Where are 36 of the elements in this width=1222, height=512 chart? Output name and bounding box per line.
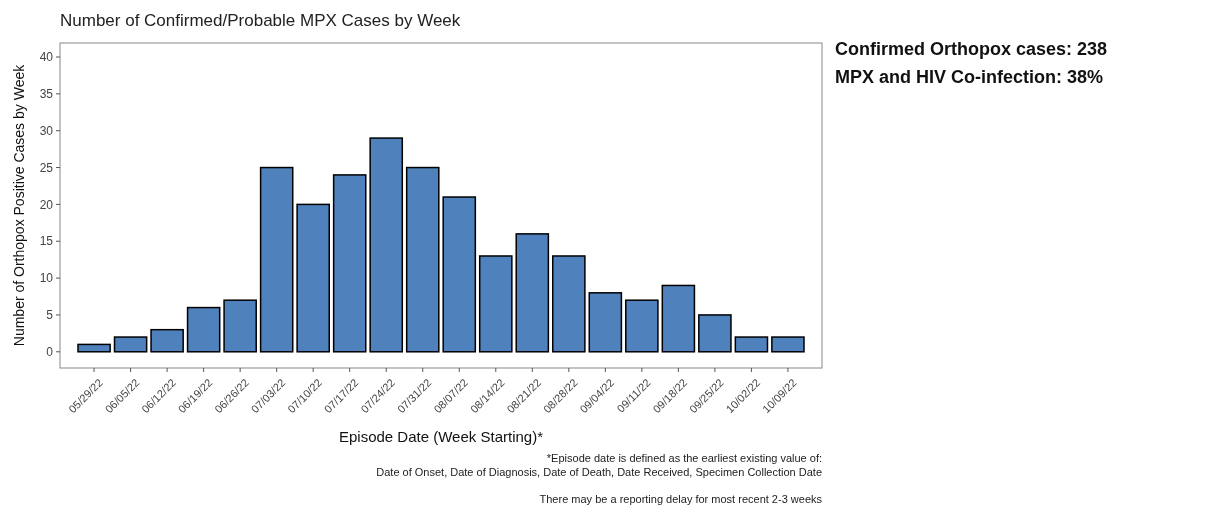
y-tick-label: 0 xyxy=(46,344,54,359)
bar xyxy=(771,336,805,353)
bar xyxy=(552,255,586,353)
y-tick-label: 40 xyxy=(39,50,54,65)
y-tick-label: 25 xyxy=(39,160,54,175)
text: There may be a reporting delay for most recent 2-3 weeks xyxy=(539,493,823,505)
bar xyxy=(77,343,111,353)
y-tick-label: 5 xyxy=(46,308,54,323)
bar xyxy=(661,284,696,353)
text: MPX and HIV Co-infection: 38% xyxy=(835,67,1104,87)
text: Confirmed Orthopox cases: 238 xyxy=(835,39,1108,59)
bar xyxy=(113,336,148,353)
bar xyxy=(698,314,732,353)
text: *Episode date is defined as the earliest existing value of: Date of Onset, Date of Diagnosis, Date of Death, Date Received, Specimen Collection Date xyxy=(376,452,822,478)
bar xyxy=(259,166,294,353)
bar xyxy=(332,174,367,353)
bar xyxy=(186,306,221,353)
bar xyxy=(223,299,257,353)
y-axis-title: Number of Orthopox Positive Cases by Week xyxy=(11,63,27,347)
y-tick-label: 30 xyxy=(39,123,54,138)
y-tick-label: 35 xyxy=(39,87,54,102)
bar xyxy=(734,336,769,353)
bar xyxy=(150,328,184,353)
y-tick-label: 10 xyxy=(39,271,54,286)
bar xyxy=(478,255,513,353)
bar xyxy=(588,292,623,353)
x-axis-title: Episode Date (Week Starting)* xyxy=(339,428,544,445)
bar xyxy=(296,203,330,353)
chart-title: Number of Confirmed/Probable MPX Cases by Week xyxy=(60,11,461,30)
bar xyxy=(405,166,440,353)
bar xyxy=(515,233,550,353)
bar xyxy=(442,196,477,353)
y-tick-label: 20 xyxy=(39,197,54,212)
bar xyxy=(369,137,404,353)
bar xyxy=(625,299,659,353)
y-tick-label: 15 xyxy=(39,234,54,249)
